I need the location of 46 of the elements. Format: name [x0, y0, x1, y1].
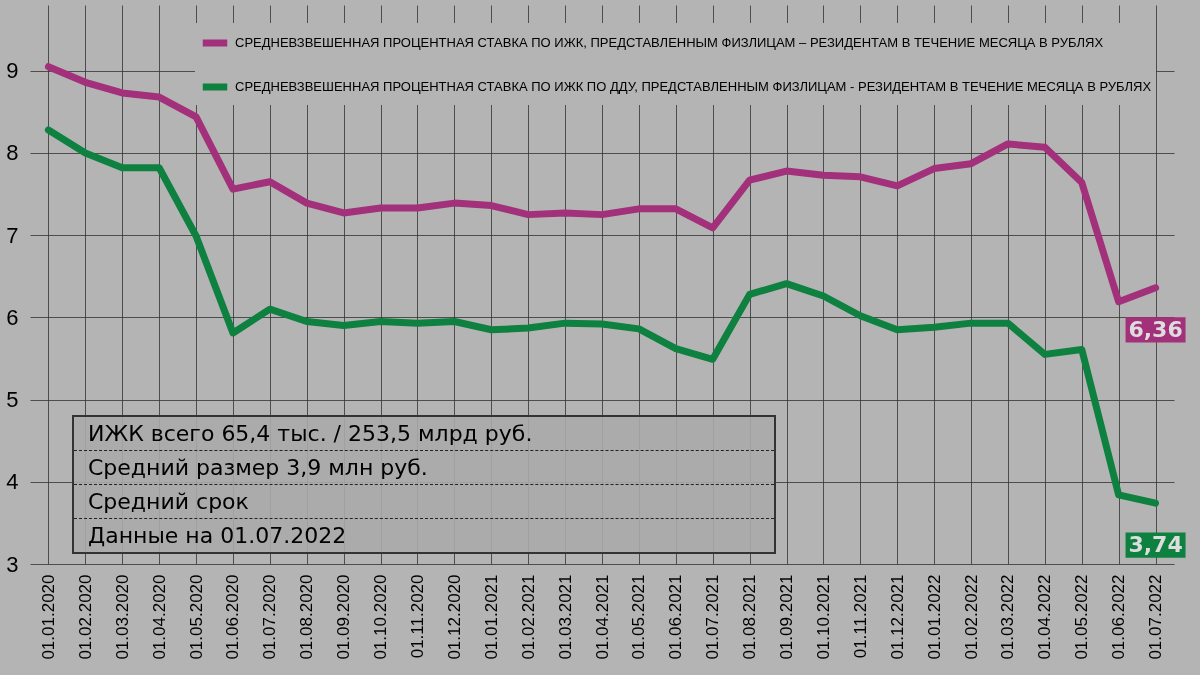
annotation: Данные на 01.07.2022 [87, 522, 348, 550]
y-tick-label: 3 [6, 551, 19, 577]
x-tick-label: 01.09.2021 [777, 574, 797, 660]
y-tick-label: 8 [6, 140, 19, 166]
x-tick-label: 01.08.2021 [740, 574, 760, 660]
x-tick-label: 01.04.2020 [149, 574, 169, 660]
x-tick-label: 01.05.2021 [629, 574, 649, 660]
x-tick-label: 01.02.2022 [961, 574, 981, 660]
x-tick-label: 01.03.2022 [998, 574, 1018, 660]
x-tick-label: 01.12.2021 [887, 574, 907, 660]
x-tick-label: 01.10.2020 [371, 574, 391, 660]
x-tick-label: 01.11.2021 [850, 574, 870, 659]
x-tick-label: 01.02.2020 [75, 574, 95, 660]
y-tick-label: 6 [6, 304, 19, 330]
x-tick-label: 01.07.2021 [703, 574, 723, 660]
x-tick-label: 01.06.2021 [666, 574, 686, 660]
legend-label: СРЕДНЕВЗВЕШЕННАЯ ПРОЦЕНТНАЯ СТАВКА ПО ИЖК ПО ДДУ, ПРЕДСТАВЛЕННЫМ ФИЗЛИЦАМ - РЕЗИДЕНТАМ В ТЕЧЕНИЕ МЕСЯЦА В РУБЛЯХ [235, 79, 1152, 94]
x-tick-label: 01.11.2020 [407, 574, 427, 659]
x-tick-label: 01.12.2020 [444, 574, 464, 660]
annotation: Средний срок [74, 485, 774, 519]
data-label: 3,74 [1128, 532, 1183, 558]
x-tick-label: 01.01.2022 [924, 574, 944, 660]
x-tick-label: 01.01.2020 [38, 574, 58, 660]
x-tick-label: 01.07.2020 [260, 574, 280, 660]
annotation: Средний размер 3,9 млн руб. [74, 451, 774, 485]
x-tick-label: 01.08.2020 [297, 574, 317, 660]
x-tick-label: 01.09.2020 [334, 574, 354, 660]
x-tick-label: 01.06.2022 [1109, 574, 1129, 660]
legend-label: СРЕДНЕВЗВЕШЕННАЯ ПРОЦЕНТНАЯ СТАВКА ПО ИЖК, ПРЕДСТАВЛЕННЫМ ФИЗЛИЦАМ – РЕЗИДЕНТАМ В ТЕЧЕНИЕ МЕСЯЦА В РУБЛЯХ [235, 35, 1104, 50]
x-tick-label: 01.06.2020 [223, 574, 243, 660]
y-tick-label: 5 [6, 387, 19, 413]
annotation: ИЖК всего 65,4 тыс. / 253,5 млрд руб. [74, 417, 774, 451]
x-tick-label: 01.03.2020 [112, 574, 132, 660]
y-tick-label: 7 [6, 222, 19, 248]
data-label: 6,36 [1128, 316, 1183, 342]
x-tick-label: 01.04.2022 [1035, 574, 1055, 660]
x-tick-label: 01.05.2020 [186, 574, 206, 660]
x-tick-label: 01.07.2022 [1146, 574, 1166, 660]
x-tick-label: 01.05.2022 [1072, 574, 1092, 660]
x-tick-label: 01.10.2021 [813, 574, 833, 660]
x-tick-label: 01.01.2021 [481, 574, 501, 660]
y-tick-label: 9 [6, 58, 19, 84]
x-tick-label: 01.04.2021 [592, 574, 612, 660]
x-tick-label: 01.03.2021 [555, 574, 575, 660]
x-tick-label: 01.02.2021 [518, 574, 538, 660]
y-tick-label: 4 [6, 469, 19, 495]
